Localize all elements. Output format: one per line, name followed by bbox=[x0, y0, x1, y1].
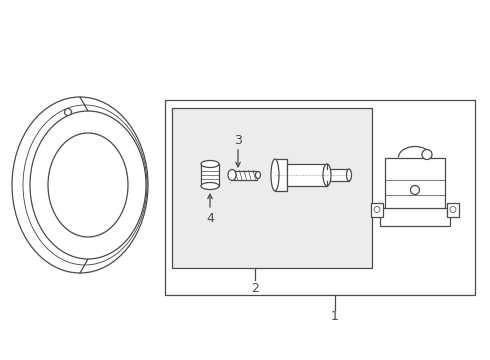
Bar bbox=[233, 171, 257, 180]
Ellipse shape bbox=[12, 97, 148, 273]
Circle shape bbox=[374, 207, 380, 212]
Ellipse shape bbox=[228, 170, 236, 180]
Ellipse shape bbox=[201, 183, 219, 189]
Bar bbox=[371, 202, 383, 216]
Circle shape bbox=[411, 185, 419, 194]
Bar bbox=[172, 108, 372, 268]
Text: 2: 2 bbox=[251, 282, 259, 294]
Text: 3: 3 bbox=[234, 134, 242, 147]
Bar bbox=[385, 158, 445, 222]
Bar bbox=[165, 100, 475, 295]
Text: 1: 1 bbox=[331, 310, 339, 324]
Bar bbox=[201, 164, 219, 186]
Ellipse shape bbox=[23, 105, 147, 265]
Ellipse shape bbox=[271, 159, 279, 191]
Bar bbox=[447, 202, 459, 216]
Ellipse shape bbox=[30, 111, 146, 259]
Ellipse shape bbox=[255, 171, 261, 179]
Ellipse shape bbox=[201, 161, 219, 167]
Bar bbox=[287, 164, 327, 186]
Text: 4: 4 bbox=[206, 212, 214, 225]
Bar bbox=[327, 169, 349, 181]
Ellipse shape bbox=[346, 169, 351, 181]
Bar bbox=[275, 159, 287, 191]
Ellipse shape bbox=[48, 133, 128, 237]
Circle shape bbox=[422, 149, 432, 159]
Circle shape bbox=[65, 108, 72, 116]
Ellipse shape bbox=[323, 164, 331, 186]
Circle shape bbox=[450, 207, 456, 212]
Bar bbox=[380, 207, 450, 225]
